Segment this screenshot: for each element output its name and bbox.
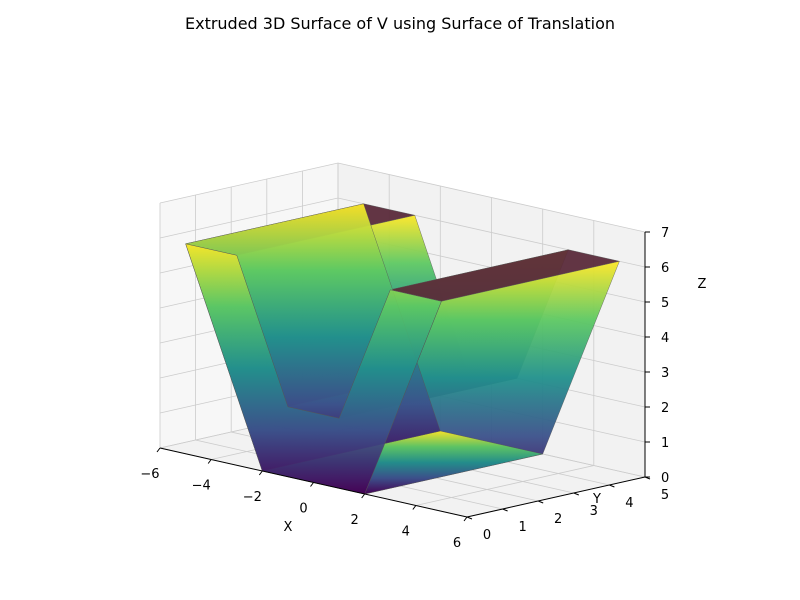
tick-labels: −6 −4 −2 0 2 4 6 0 1 2 3 4 5 0 1 2 3 4 5 6 7 bbox=[140, 226, 669, 551]
y-tick-mark bbox=[466, 516, 473, 520]
chart-title: Extruded 3D Surface of V using Surface o… bbox=[185, 14, 615, 33]
z-tick-label: 1 bbox=[661, 436, 669, 451]
x-tick-label: −4 bbox=[192, 479, 211, 494]
y-tick-label: 4 bbox=[625, 496, 633, 511]
x-tick-label: −2 bbox=[243, 490, 262, 505]
y-tick-mark bbox=[502, 508, 508, 512]
y-tick-label: 0 bbox=[483, 528, 491, 543]
z-tick-label: 6 bbox=[661, 261, 669, 276]
x-tick-label: 6 bbox=[453, 536, 461, 551]
x-axis-label: X bbox=[284, 520, 293, 535]
y-tick-label: 2 bbox=[554, 512, 562, 527]
z-tick-label: 3 bbox=[661, 366, 669, 381]
y-axis-line bbox=[466, 476, 646, 518]
x-tick-label: 0 bbox=[299, 502, 307, 517]
y-axis-label: Y bbox=[592, 492, 601, 507]
z-grid-line bbox=[159, 162, 646, 233]
y-tick-label: 3 bbox=[590, 504, 598, 519]
x-tick-mark bbox=[258, 470, 263, 476]
y-tick-label: 5 bbox=[661, 488, 669, 503]
x-tick-mark bbox=[156, 447, 161, 453]
axis-lines bbox=[156, 231, 651, 522]
surface-plot bbox=[185, 203, 620, 495]
z-grid-line bbox=[159, 197, 646, 268]
z-tick-label: 2 bbox=[661, 401, 669, 416]
z-tick-label: 7 bbox=[661, 226, 669, 241]
x-tick-label: 4 bbox=[402, 525, 410, 540]
z-tick-label: 4 bbox=[661, 331, 669, 346]
x-tick-mark bbox=[361, 493, 366, 499]
y-tick-mark bbox=[538, 500, 544, 504]
x-tick-mark bbox=[310, 482, 314, 487]
x-tick-mark bbox=[463, 516, 468, 522]
x-tick-label: 2 bbox=[351, 513, 359, 528]
y-tick-label: 1 bbox=[518, 520, 526, 535]
y-tick-mark bbox=[573, 492, 579, 496]
x-tick-label: −6 bbox=[140, 467, 159, 482]
z-tick-label: 5 bbox=[661, 296, 669, 311]
z-tick-label: 0 bbox=[661, 471, 669, 486]
x-tick-mark bbox=[412, 505, 417, 510]
y-tick-mark bbox=[609, 484, 615, 488]
x-tick-mark bbox=[207, 459, 212, 464]
z-axis-label: Z bbox=[698, 277, 707, 292]
